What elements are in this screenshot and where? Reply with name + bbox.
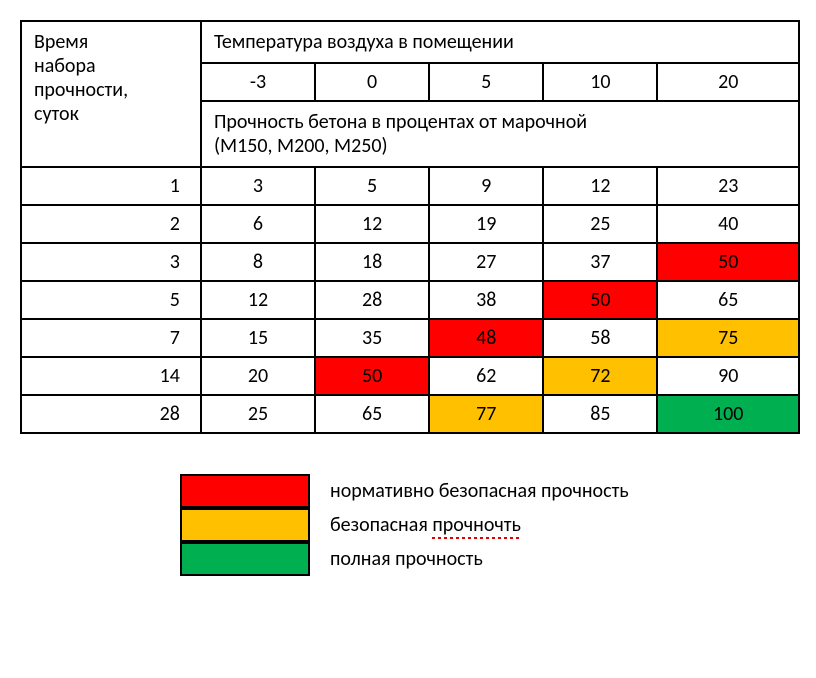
data-cell: 77 (429, 395, 543, 433)
data-cell: 25 (543, 205, 657, 243)
row-label: 7 (21, 319, 201, 357)
row-label: 5 (21, 281, 201, 319)
table-row: 13591223 (21, 167, 799, 205)
data-cell: 12 (543, 167, 657, 205)
row-label: 3 (21, 243, 201, 281)
temp-col-4: 20 (657, 63, 799, 101)
legend-item: нормативно безопасная прочность (180, 474, 796, 508)
data-cell: 15 (201, 319, 315, 357)
legend-label: безопасная прочночть (330, 513, 521, 537)
temp-col-2: 5 (429, 63, 543, 101)
data-cell: 50 (315, 357, 429, 395)
temp-col-3: 10 (543, 63, 657, 101)
strength-header-cell: Прочность бетона в процентах от марочной… (201, 101, 799, 167)
data-cell: 9 (429, 167, 543, 205)
data-cell: 40 (657, 205, 799, 243)
row-header-cell: Времянаборапрочности,суток (21, 21, 201, 167)
data-cell: 25 (201, 395, 315, 433)
data-cell: 100 (657, 395, 799, 433)
data-cell: 50 (657, 243, 799, 281)
data-cell: 35 (315, 319, 429, 357)
strength-table: Времянаборапрочности,суток Температура в… (20, 20, 800, 434)
data-cell: 65 (657, 281, 799, 319)
data-cell: 6 (201, 205, 315, 243)
table-row: 2825657785100 (21, 395, 799, 433)
data-cell: 18 (315, 243, 429, 281)
table-row: 2612192540 (21, 205, 799, 243)
data-cell: 65 (315, 395, 429, 433)
legend-item: безопасная прочночть (180, 508, 796, 542)
legend-item: полная прочность (180, 542, 796, 576)
data-cell: 19 (429, 205, 543, 243)
row-label: 2 (21, 205, 201, 243)
data-cell: 20 (201, 357, 315, 395)
data-cell: 12 (201, 281, 315, 319)
data-cell: 58 (543, 319, 657, 357)
data-cell: 37 (543, 243, 657, 281)
data-cell: 5 (315, 167, 429, 205)
data-cell: 90 (657, 357, 799, 395)
row-label: 28 (21, 395, 201, 433)
data-cell: 85 (543, 395, 657, 433)
legend-label: нормативно безопасная прочность (330, 479, 629, 503)
data-cell: 72 (543, 357, 657, 395)
data-cell: 3 (201, 167, 315, 205)
table-row: 71535485875 (21, 319, 799, 357)
data-cell: 48 (429, 319, 543, 357)
data-cell: 62 (429, 357, 543, 395)
data-cell: 28 (315, 281, 429, 319)
table-row: 3818273750 (21, 243, 799, 281)
legend-swatch (180, 542, 310, 576)
table-row: 51228385065 (21, 281, 799, 319)
typo-underline: прочночть (432, 513, 521, 537)
data-cell: 23 (657, 167, 799, 205)
legend: нормативно безопасная прочность безопасна… (180, 474, 796, 576)
temp-col-0: -3 (201, 63, 315, 101)
data-cell: 27 (429, 243, 543, 281)
data-cell: 12 (315, 205, 429, 243)
data-cell: 50 (543, 281, 657, 319)
temp-col-1: 0 (315, 63, 429, 101)
legend-label: полная прочность (330, 547, 483, 571)
data-cell: 75 (657, 319, 799, 357)
legend-swatch (180, 508, 310, 542)
header-row-1: Времянаборапрочности,суток Температура в… (21, 21, 799, 63)
table-row: 142050627290 (21, 357, 799, 395)
legend-swatch (180, 474, 310, 508)
row-label: 1 (21, 167, 201, 205)
data-cell: 8 (201, 243, 315, 281)
row-label: 14 (21, 357, 201, 395)
temp-header-cell: Температура воздуха в помещении (201, 21, 799, 63)
data-cell: 38 (429, 281, 543, 319)
